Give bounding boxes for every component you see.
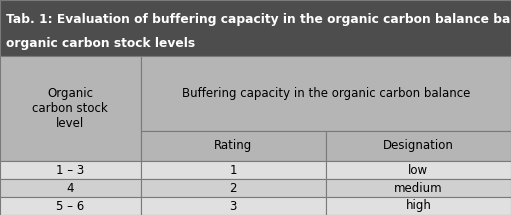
Text: 1 – 3: 1 – 3 <box>56 163 84 177</box>
Bar <box>141 161 326 179</box>
Bar <box>326 197 511 215</box>
Text: Tab. 1: Evaluation of buffering capacity in the organic carbon balance based on: Tab. 1: Evaluation of buffering capacity… <box>6 13 511 26</box>
Text: 4: 4 <box>66 181 74 195</box>
Bar <box>141 56 511 131</box>
Bar <box>326 161 511 179</box>
Text: 3: 3 <box>229 200 237 212</box>
Bar <box>141 131 326 161</box>
Bar <box>0 0 511 56</box>
Text: high: high <box>405 200 431 212</box>
Text: 1: 1 <box>229 163 237 177</box>
Bar <box>0 161 141 179</box>
Bar <box>0 56 141 161</box>
Text: organic carbon stock levels: organic carbon stock levels <box>6 37 195 49</box>
Bar <box>0 179 141 197</box>
Text: Rating: Rating <box>214 140 252 152</box>
Text: Buffering capacity in the organic carbon balance: Buffering capacity in the organic carbon… <box>181 87 470 100</box>
Text: medium: medium <box>394 181 443 195</box>
Bar <box>141 197 326 215</box>
Text: 2: 2 <box>229 181 237 195</box>
Bar <box>326 131 511 161</box>
Bar <box>0 197 141 215</box>
Text: low: low <box>408 163 428 177</box>
Text: 5 – 6: 5 – 6 <box>56 200 84 212</box>
Text: Organic
carbon stock
level: Organic carbon stock level <box>32 87 108 130</box>
Bar <box>0 0 511 56</box>
Bar <box>326 179 511 197</box>
Bar <box>141 179 326 197</box>
Text: Designation: Designation <box>383 140 454 152</box>
